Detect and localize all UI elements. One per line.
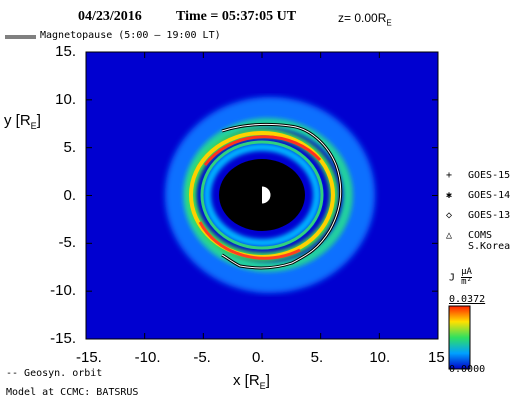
earth-night-side xyxy=(253,186,262,204)
y-tick-label: 5. xyxy=(63,138,76,156)
satellite-legend: + GOES-15 ✱ GOES-14 ◇ GOES-13 △ COMS S.Korea xyxy=(446,166,510,252)
y-axis-label: y [RE] xyxy=(4,112,41,131)
x-tick-label: 0. xyxy=(252,349,265,366)
ring-outer-halo xyxy=(165,97,375,293)
legend-goes13-label: GOES-13 xyxy=(468,210,511,221)
colorbar xyxy=(448,305,471,370)
colorbar-unit-den: m² xyxy=(461,277,472,287)
y-tick-label: 15. xyxy=(55,43,76,60)
plus-icon: + xyxy=(446,170,453,181)
x-tick-label: -10. xyxy=(134,349,161,366)
legend-goes15-label: GOES-15 xyxy=(468,170,511,181)
y-tick-label: 10. xyxy=(55,90,76,108)
y-tick-label: -5. xyxy=(58,234,76,252)
colorbar-max: 0.0372 xyxy=(449,294,486,305)
title-z-label: z= 0.00R xyxy=(338,11,387,25)
geosyn-legend: -- Geosyn. orbit xyxy=(6,368,103,379)
model-credit: Model at CCMC: BATSRUS xyxy=(6,387,139,398)
legend-coms: △ COMS S.Korea xyxy=(446,230,510,252)
x-tick-label: -15. xyxy=(76,349,102,366)
title-z: z= 0.00RE xyxy=(338,11,392,27)
colorbar-min: 0.0000 xyxy=(449,364,486,375)
y-tick-label: -10. xyxy=(50,282,76,300)
colorbar-unit: J μA m² xyxy=(449,268,472,287)
triangle-icon: △ xyxy=(446,230,453,241)
legend-goes14: ✱ GOES-14 xyxy=(446,186,510,206)
legend-goes14-label: GOES-14 xyxy=(468,190,511,201)
legend-coms-sub: S.Korea xyxy=(468,241,511,252)
magnetopause-legend-label: Magnetopause (5:00 – 19:00 LT) xyxy=(40,30,221,41)
ring-peak-red xyxy=(203,135,322,166)
colorbar-unit-num: μA xyxy=(461,267,472,278)
legend-goes15: + GOES-15 xyxy=(446,166,510,186)
legend-coms-label: COMS xyxy=(468,230,493,241)
x-ticks xyxy=(85,52,439,339)
legend-goes13: ◇ GOES-13 xyxy=(446,206,510,226)
y-ticks xyxy=(86,51,438,340)
asterisk-icon: ✱ xyxy=(446,190,453,201)
x-tick-label: 15 xyxy=(428,349,445,366)
y-tick-label: -15. xyxy=(50,330,76,347)
y-tick-label: 0. xyxy=(63,186,76,204)
title-z-sub: E xyxy=(386,18,392,28)
magnetopause-line-inner xyxy=(221,123,342,269)
title-date: 04/23/2016 xyxy=(78,9,142,24)
x-tick-label: -5. xyxy=(193,349,211,366)
x-axis-label: x [RE] xyxy=(233,372,270,391)
colorbar-label: J xyxy=(449,272,456,284)
title-time: Time = 05:37:05 UT xyxy=(176,9,297,24)
ring-inner-green xyxy=(200,140,324,250)
x-tick-label: 10. xyxy=(369,349,391,366)
x-tick-label: 5. xyxy=(310,349,324,366)
ring-peak-red-2 xyxy=(198,221,301,260)
diamond-icon: ◇ xyxy=(446,210,453,221)
ring-inner-cyan xyxy=(203,143,321,247)
